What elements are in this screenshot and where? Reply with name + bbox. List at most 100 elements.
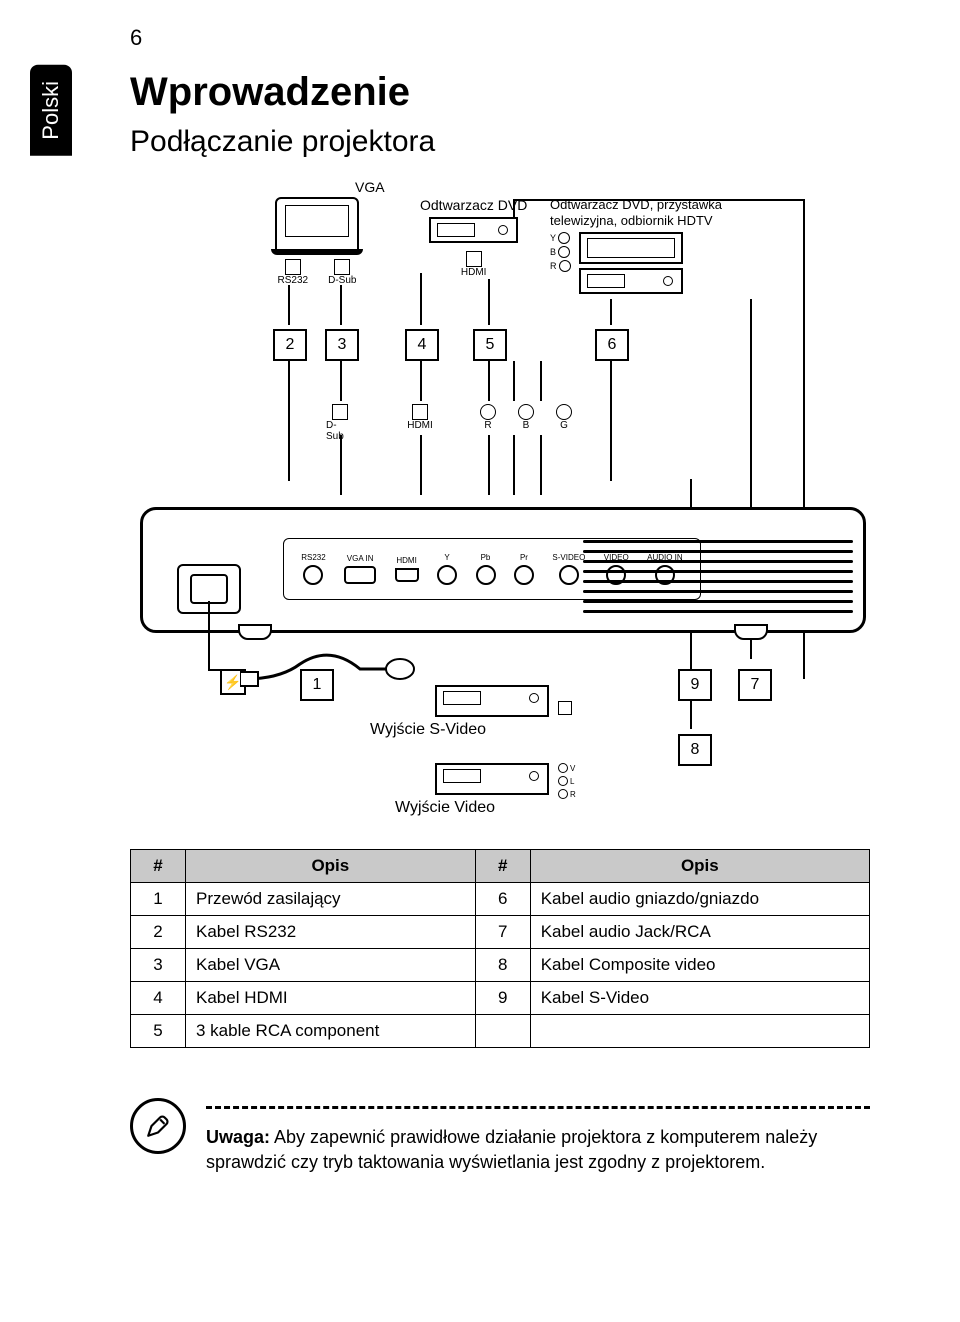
cell-num: 1: [131, 883, 186, 916]
player-icon: [435, 685, 549, 717]
cable-line: [288, 361, 290, 481]
port-label: R: [550, 261, 557, 271]
cable-line: [488, 279, 490, 325]
port-label: Y: [550, 233, 556, 243]
cable-line: [540, 361, 542, 401]
cable-number: 5: [486, 336, 495, 354]
cell-num: 2: [131, 916, 186, 949]
laptop-icon: [275, 197, 359, 251]
cable-number: 2: [286, 336, 295, 354]
component-r-icon: [559, 260, 571, 272]
cell-desc: 3 kable RCA component: [186, 1015, 476, 1048]
mid-connector-hdmi: HDMI: [406, 404, 434, 431]
cable-line: [513, 199, 515, 219]
note-pen-icon: [130, 1098, 186, 1154]
note-body: Aby zapewnić prawidłowe działanie projek…: [206, 1127, 817, 1172]
col-header: #: [131, 850, 186, 883]
cell-desc: Przewód zasilający: [186, 883, 476, 916]
note-label: Uwaga:: [206, 1127, 270, 1147]
rca-icon: [558, 776, 568, 786]
source-dvd1: Odtwarzacz DVD HDMI: [420, 197, 527, 278]
projector-rear-view: RS232 VGA IN HDMI Y Pb Pr S-VIDEO VIDEO …: [140, 489, 860, 649]
output-area: Wyjście S-Video Wyjście Video V L R: [300, 669, 850, 819]
port-label: Pr: [520, 553, 528, 562]
panel-port-svideo: S-VIDEO: [552, 553, 585, 585]
vga-label: VGA: [355, 179, 385, 195]
cell-desc: [530, 1015, 869, 1048]
port-label: S-VIDEO: [552, 553, 585, 562]
cable-line: [340, 435, 342, 495]
cell-desc: Kabel audio Jack/RCA: [530, 916, 869, 949]
projector-body: RS232 VGA IN HDMI Y Pb Pr S-VIDEO VIDEO …: [140, 507, 866, 633]
cell-desc: Kabel audio gniazdo/gniazdo: [530, 883, 869, 916]
cable-line: [513, 435, 515, 495]
col-header: Opis: [186, 850, 476, 883]
svideo-plug-icon: [558, 701, 572, 715]
dvd-player-icon: [429, 217, 518, 243]
jack-icon: [303, 565, 323, 585]
note-separator: [206, 1106, 870, 1109]
cable-line: [488, 435, 490, 495]
laptop-port-rs232: RS232: [278, 259, 309, 286]
rca-connector-icon: [480, 404, 496, 420]
cable-number-box: 2: [273, 329, 307, 361]
source-settop: Odtwarzacz DVD, przystawka telewizyjna, …: [550, 197, 750, 294]
cell-desc: Kabel HDMI: [186, 982, 476, 1015]
dsub-connector-icon: [334, 259, 350, 275]
port-label: HDMI: [461, 267, 487, 278]
panel-port-y: Y: [437, 553, 457, 585]
mid-connector-g: G: [550, 404, 578, 431]
cable-line: [420, 273, 422, 325]
table-row: 3 Kabel VGA 8 Kabel Composite video: [131, 949, 870, 982]
rca-plugs: V L R: [558, 763, 576, 799]
source-laptop: RS232 D-Sub: [275, 197, 359, 286]
cell-num: 3: [131, 949, 186, 982]
port-label: B: [523, 420, 530, 431]
cable-number-box: 4: [405, 329, 439, 361]
cell-num: 8: [475, 949, 530, 982]
note-text: Uwaga: Aby zapewnić prawidłowe działanie…: [206, 1098, 870, 1175]
table-row: 1 Przewód zasilający 6 Kabel audio gniaz…: [131, 883, 870, 916]
cell-desc: Kabel Composite video: [530, 949, 869, 982]
player-icon: [435, 763, 549, 795]
video-output-label: Wyjście Video: [395, 799, 495, 817]
rca-icon: [558, 763, 568, 773]
table-header-row: # Opis # Opis: [131, 850, 870, 883]
table-row: 4 Kabel HDMI 9 Kabel S-Video: [131, 982, 870, 1015]
settop-icon: [579, 232, 683, 264]
cell-num: 7: [475, 916, 530, 949]
cable-number-box: 6: [595, 329, 629, 361]
component-y-icon: [558, 232, 570, 244]
cable-line: [340, 361, 342, 401]
laptop-port-dsub: D-Sub: [328, 259, 356, 286]
port-label: RS232: [301, 553, 325, 562]
dvd1-port-hdmi: HDMI: [461, 251, 487, 278]
cable-line: [420, 361, 422, 401]
page-number: 6: [130, 25, 142, 51]
rs232-connector-icon: [285, 259, 301, 275]
port-label: B: [550, 247, 556, 257]
subheading: Podłączanie projektora: [130, 125, 890, 159]
projector-vents: [583, 540, 853, 612]
cable-line: [420, 435, 422, 495]
cell-num: 4: [131, 982, 186, 1015]
cell-desc: Kabel S-Video: [530, 982, 869, 1015]
cable-legend-table: # Opis # Opis 1 Przewód zasilający 6 Kab…: [130, 849, 870, 1048]
cable-number: 6: [608, 336, 617, 354]
jack-icon: [559, 565, 579, 585]
cable-line: [610, 361, 612, 481]
cable-number-box: 3: [325, 329, 359, 361]
rca-icon: [558, 789, 568, 799]
cable-number-box: 5: [473, 329, 507, 361]
cable-line: [288, 285, 290, 325]
port-label: VGA IN: [347, 554, 374, 563]
cable-line: [513, 361, 515, 401]
cell-desc: Kabel RS232: [186, 916, 476, 949]
port-label: HDMI: [407, 420, 433, 431]
port-label: Pb: [481, 553, 491, 562]
hdmi-connector-icon: [466, 251, 482, 267]
mid-connector-b: B: [512, 404, 540, 431]
cable-line: [488, 361, 490, 401]
port-label: D-Sub: [328, 275, 356, 286]
cell-num: 6: [475, 883, 530, 916]
